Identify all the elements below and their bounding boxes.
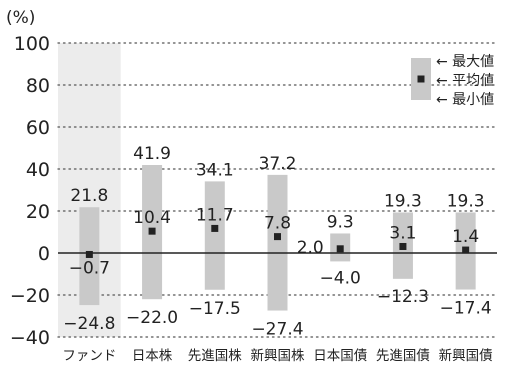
avg-label: 3.1	[389, 223, 416, 243]
y-tick-label: 0	[38, 243, 50, 265]
y-tick-label: −40	[10, 327, 50, 349]
avg-label: 11.7	[196, 205, 234, 225]
y-tick-label: 60	[26, 117, 50, 139]
avg-label: 2.0	[297, 238, 324, 258]
min-label: −17.5	[189, 299, 241, 319]
legend-marker	[417, 75, 425, 83]
y-tick-label: 80	[26, 75, 50, 97]
avg-marker	[85, 250, 93, 258]
y-axis: (%) 100 80 60 40 20 0 −20 −40	[6, 8, 50, 349]
legend-item-min: ← 最小値	[436, 92, 494, 108]
max-label: 9.3	[327, 212, 354, 232]
y-tick-label: 100	[14, 33, 50, 55]
category-label: 日本株	[132, 348, 173, 364]
avg-label: 1.4	[452, 227, 479, 247]
min-label: −4.0	[320, 268, 361, 288]
min-label: −27.4	[251, 320, 303, 340]
min-label: −22.0	[126, 308, 178, 328]
category-label: 日本国債	[313, 348, 367, 364]
avg-marker	[148, 227, 156, 235]
range-bar	[267, 174, 288, 311]
max-label: 37.2	[259, 154, 297, 174]
max-label: 19.3	[447, 191, 485, 211]
avg-label: 7.8	[264, 214, 291, 234]
max-label: 21.8	[70, 186, 108, 206]
min-label: −17.4	[440, 299, 492, 319]
max-label: 19.3	[384, 191, 422, 211]
avg-label: 10.4	[133, 208, 171, 228]
y-tick-label: −20	[10, 285, 50, 307]
category-label: 先進国債	[376, 348, 430, 364]
category-label: ファンド	[62, 348, 116, 364]
min-label: −12.3	[377, 287, 429, 307]
legend: ← 最大値 ← 平均値 ← 最小値	[411, 54, 494, 108]
avg-marker	[211, 224, 219, 232]
legend-item-max: ← 最大値	[436, 54, 494, 70]
category-labels: ファンド 日本株 先進国株 新興国株 日本国債 先進国債 新興国債	[62, 348, 492, 364]
avg-marker	[462, 246, 470, 254]
max-label: 34.1	[196, 160, 234, 180]
y-axis-unit: (%)	[6, 8, 35, 28]
y-tick-label: 20	[26, 201, 50, 223]
range-bar	[204, 181, 225, 290]
legend-item-avg: ← 平均値	[436, 73, 494, 89]
avg-marker	[336, 245, 344, 253]
category-label: 新興国債	[439, 348, 493, 364]
avg-marker	[274, 233, 281, 241]
min-label: −24.8	[63, 314, 115, 334]
category-label: 新興国株	[251, 348, 305, 364]
max-label: 41.9	[133, 144, 171, 164]
range-bars: 21.8 −0.7 −24.8 41.9 10.4 −22.0 34.1 11.7 −17.5 3…	[63, 144, 491, 340]
y-tick-label: 40	[26, 159, 50, 181]
avg-marker	[399, 242, 407, 250]
category-label: 先進国株	[188, 348, 242, 364]
avg-label: −0.7	[69, 258, 110, 278]
